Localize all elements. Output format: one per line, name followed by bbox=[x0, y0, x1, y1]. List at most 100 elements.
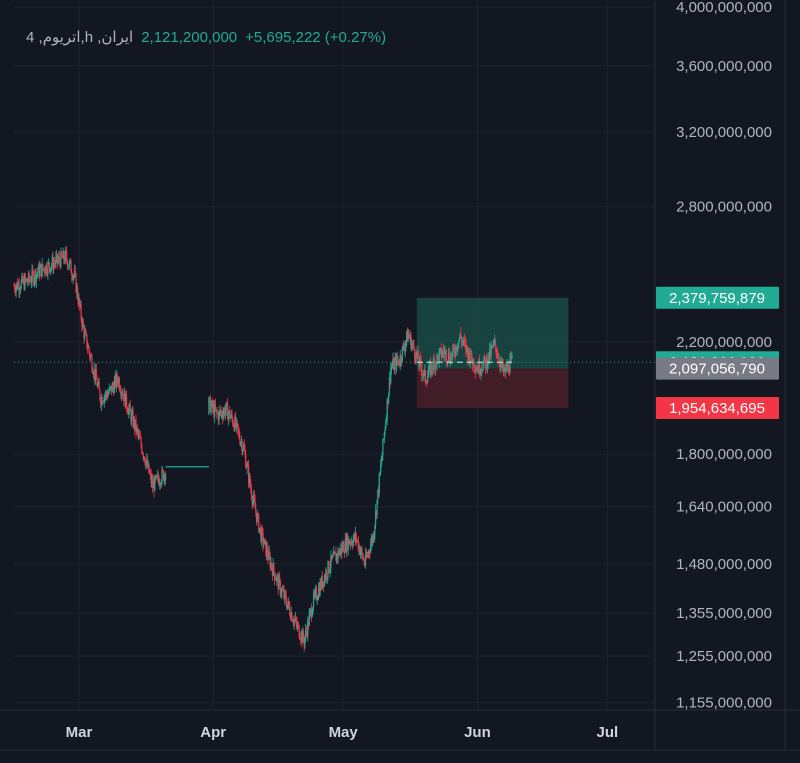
candle-body bbox=[112, 384, 114, 387]
candle-body bbox=[473, 368, 476, 370]
candle-body bbox=[319, 582, 321, 596]
candle-body bbox=[156, 475, 158, 477]
candle-body bbox=[35, 270, 37, 282]
candle-body bbox=[113, 386, 115, 394]
candle-body bbox=[312, 607, 314, 614]
candle-body bbox=[337, 550, 339, 559]
candle-body bbox=[19, 288, 22, 291]
candle-body bbox=[142, 453, 144, 458]
candle-body bbox=[502, 363, 505, 373]
candle-body bbox=[146, 459, 148, 463]
candle-body bbox=[233, 425, 235, 431]
candle-body bbox=[249, 475, 251, 485]
candle-body bbox=[442, 349, 444, 355]
candle-body bbox=[305, 630, 307, 632]
candle-body bbox=[24, 276, 26, 290]
candle-body bbox=[30, 279, 32, 283]
candle-body bbox=[224, 408, 226, 416]
candle-body bbox=[48, 262, 50, 264]
candle-body bbox=[338, 550, 340, 556]
candle-body bbox=[157, 475, 159, 477]
candle-body bbox=[257, 514, 259, 516]
symbol-label[interactable]: 4 ,اتریوم,h ,ایران bbox=[26, 29, 134, 46]
candle-body bbox=[150, 473, 152, 484]
candle-body bbox=[460, 333, 462, 339]
candle-body bbox=[315, 589, 317, 592]
candle-body bbox=[219, 410, 221, 412]
candle-body bbox=[441, 354, 443, 358]
candle-body bbox=[208, 397, 210, 415]
candle-body bbox=[348, 538, 350, 544]
candle-body bbox=[277, 576, 279, 590]
candle-body bbox=[151, 479, 153, 484]
candle-body bbox=[320, 582, 322, 589]
candle-body bbox=[25, 279, 27, 281]
candle-body bbox=[440, 348, 442, 350]
candle-body bbox=[313, 593, 315, 596]
candle-body bbox=[328, 561, 330, 572]
candle-body bbox=[385, 421, 387, 429]
candle-body bbox=[369, 544, 372, 553]
candle-body bbox=[498, 358, 500, 364]
candle-body bbox=[266, 547, 268, 556]
candle-body bbox=[338, 551, 341, 556]
target-price-badge-bg bbox=[656, 286, 779, 309]
candle-body bbox=[481, 369, 483, 371]
candle-body bbox=[13, 286, 15, 287]
candle-body bbox=[286, 604, 289, 609]
candle-body bbox=[434, 360, 436, 370]
candle-body bbox=[36, 273, 38, 275]
candle-body bbox=[330, 555, 332, 568]
candle-body bbox=[314, 591, 316, 596]
candle-body bbox=[426, 382, 428, 384]
candle-body bbox=[333, 551, 336, 553]
candle-body bbox=[160, 482, 162, 486]
candle-body bbox=[398, 364, 401, 366]
candle-body bbox=[448, 352, 450, 361]
candle-body bbox=[294, 619, 296, 621]
candle-body bbox=[376, 499, 378, 516]
candle-body bbox=[18, 283, 20, 292]
candle-body bbox=[237, 429, 240, 432]
candle-body bbox=[415, 351, 417, 361]
candle-body bbox=[281, 589, 283, 594]
candle-body bbox=[364, 563, 366, 566]
candle-body bbox=[243, 445, 245, 450]
candle-body bbox=[381, 454, 383, 462]
candle-body bbox=[459, 333, 461, 339]
candle-body bbox=[39, 267, 41, 277]
candle-body bbox=[390, 368, 392, 383]
candle-body bbox=[58, 256, 61, 262]
candle-body bbox=[159, 483, 162, 486]
x-tick-label: Apr bbox=[200, 724, 226, 741]
candle-body bbox=[27, 282, 29, 284]
candle-body bbox=[52, 257, 54, 270]
y-tick-label: 3,600,000,000 bbox=[676, 58, 772, 75]
candle-body bbox=[351, 541, 353, 545]
candle-body bbox=[380, 464, 382, 472]
candle-body bbox=[229, 410, 231, 419]
candle-body bbox=[46, 273, 48, 275]
candle-body bbox=[507, 363, 509, 370]
candle-body bbox=[147, 463, 149, 468]
candle-body bbox=[507, 363, 510, 373]
candle-body bbox=[105, 392, 107, 396]
candle-body bbox=[298, 625, 300, 638]
candle-body bbox=[344, 552, 346, 554]
candle-body bbox=[345, 538, 347, 551]
candle-body bbox=[128, 408, 130, 414]
candle-body bbox=[346, 535, 349, 550]
candle-body bbox=[294, 618, 297, 621]
candle-body bbox=[382, 439, 385, 441]
candle-body bbox=[406, 331, 409, 342]
candle-body bbox=[129, 404, 131, 411]
candle-body bbox=[41, 263, 43, 277]
candle-body bbox=[266, 547, 268, 556]
candle-body bbox=[306, 631, 308, 636]
y-tick-label: 2,200,000,000 bbox=[676, 334, 772, 351]
candle-body bbox=[253, 495, 255, 501]
candle-body bbox=[396, 356, 398, 362]
candle-body bbox=[38, 265, 40, 277]
